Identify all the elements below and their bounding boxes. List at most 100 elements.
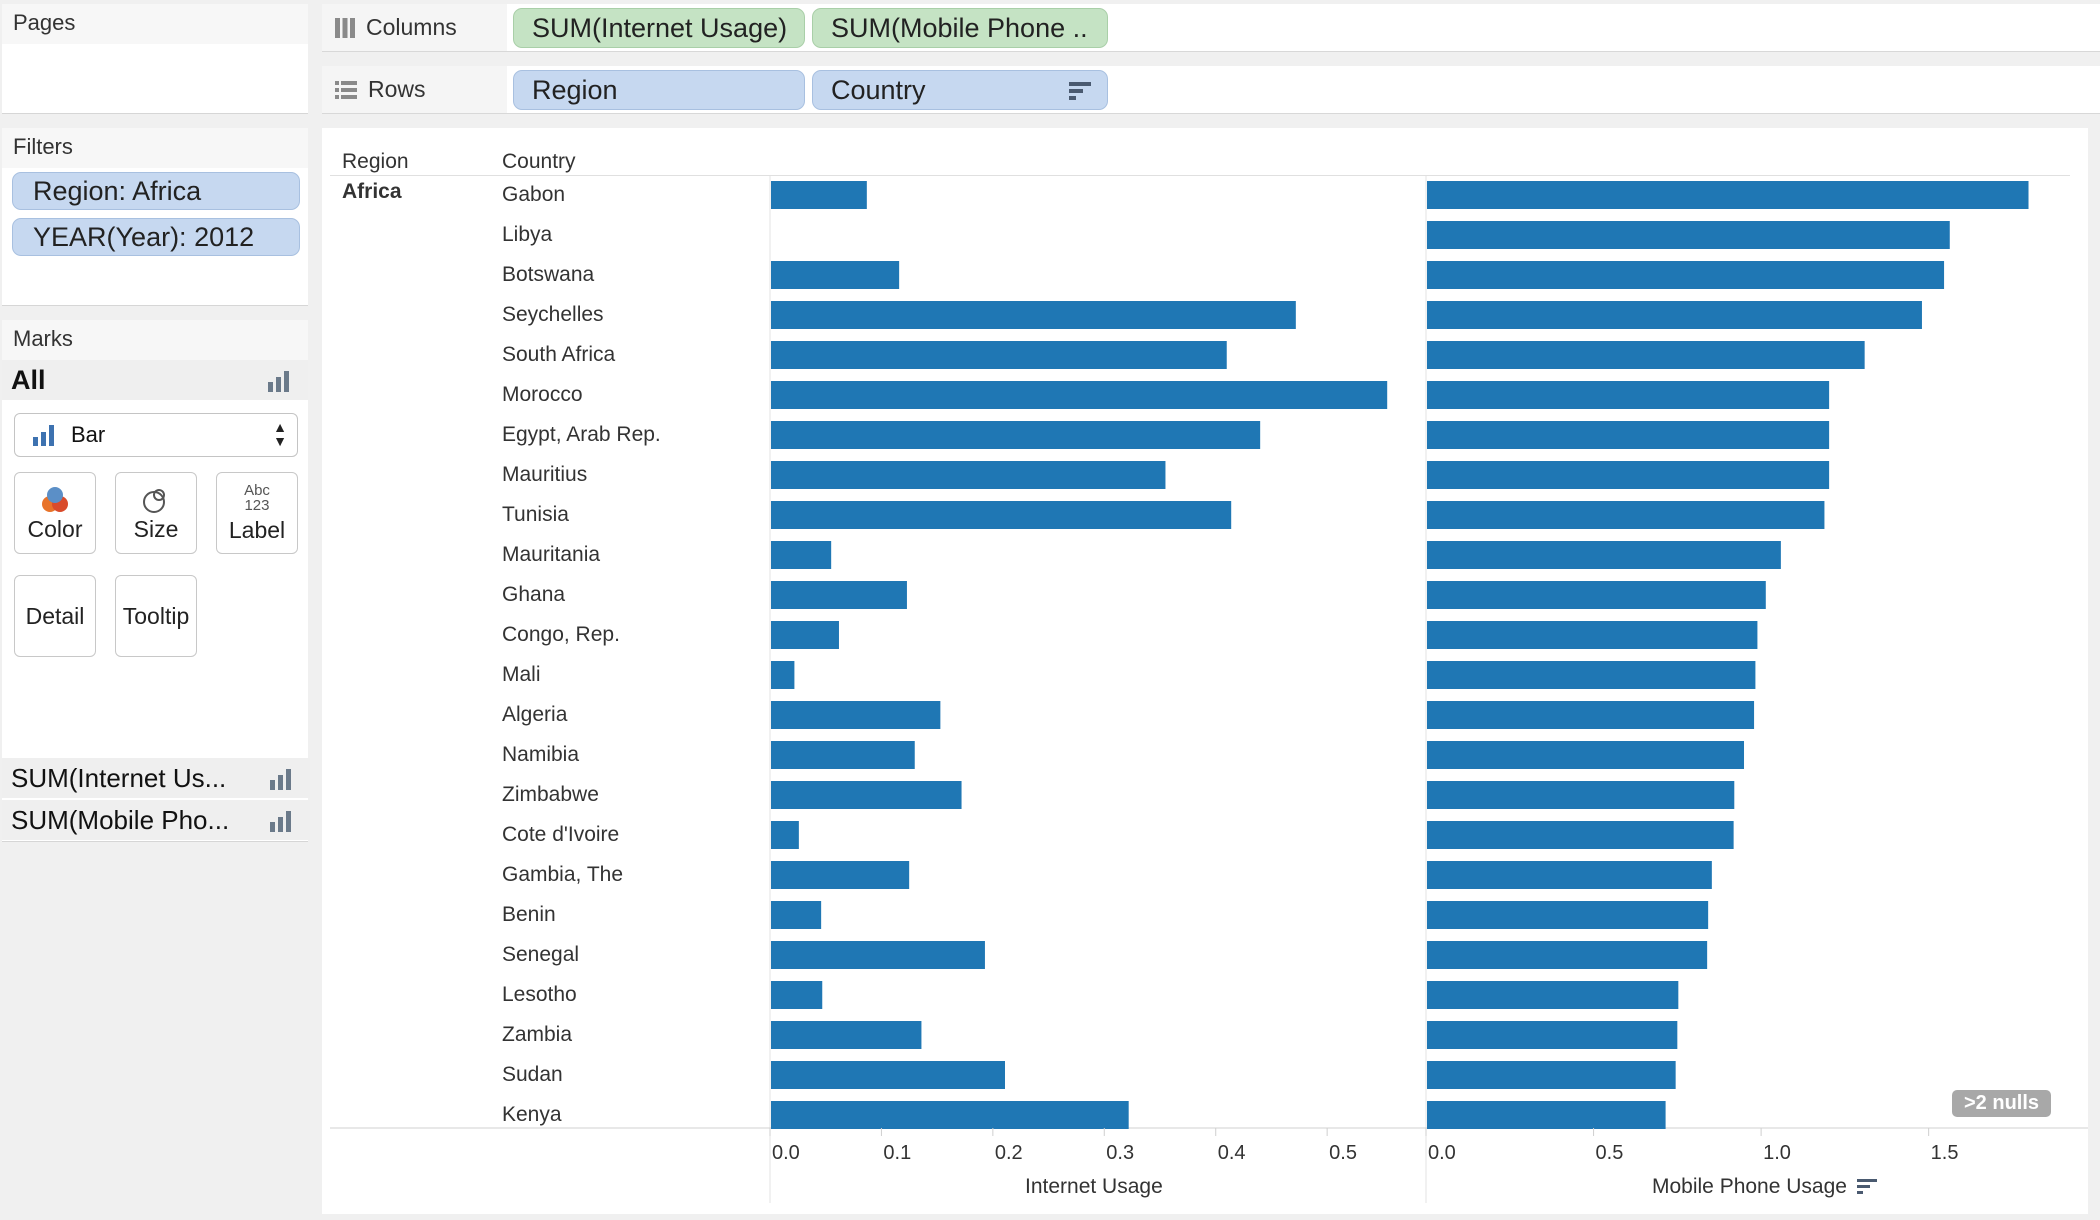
bar-internet-mali[interactable]	[771, 661, 795, 689]
tick-label: 0.0	[772, 1142, 800, 1164]
rows-pill-country-label: Country	[831, 74, 926, 105]
bar-mobile-zimbabwe[interactable]	[1427, 781, 1735, 809]
country-label: Zambia	[502, 1023, 573, 1046]
bar-internet-egypt-arab-rep-[interactable]	[771, 421, 1261, 449]
columns-shelf[interactable]: Columns SUM(Internet Usage) SUM(Mobile P…	[322, 4, 2100, 52]
bar-mobile-tunisia[interactable]	[1427, 501, 1825, 529]
country-label: Gabon	[502, 183, 566, 206]
bar-internet-algeria[interactable]	[771, 701, 941, 729]
rows-pill-region[interactable]: Region	[513, 70, 805, 110]
bar-internet-ghana[interactable]	[771, 581, 907, 609]
bar-internet-seychelles[interactable]	[771, 301, 1296, 329]
rows-shelf-label: Rows	[322, 66, 507, 113]
bar-mobile-lesotho[interactable]	[1427, 981, 1679, 1009]
color-icon	[42, 486, 68, 512]
country-label: Kenya	[502, 1103, 562, 1126]
filters-title: Filters	[2, 128, 308, 168]
measure-internet-label: SUM(Internet Us...	[11, 762, 227, 793]
rows-label-text: Rows	[368, 76, 426, 102]
country-label: Botswana	[502, 263, 595, 286]
bar-internet-zimbabwe[interactable]	[771, 781, 962, 809]
bar-internet-cote-d-ivoire[interactable]	[771, 821, 799, 849]
bar-mobile-south-africa[interactable]	[1427, 341, 1865, 369]
color-button[interactable]: Color	[14, 472, 96, 554]
country-label: Senegal	[502, 943, 580, 966]
tick-label: 1.5	[1930, 1142, 1959, 1164]
bar-internet-senegal[interactable]	[771, 941, 985, 969]
size-button[interactable]: Size	[115, 472, 197, 554]
measure-internet-usage[interactable]: SUM(Internet Us...	[2, 758, 310, 798]
bar-internet-botswana[interactable]	[771, 261, 900, 289]
bar-mobile-gabon[interactable]	[1427, 181, 2029, 209]
bar-internet-lesotho[interactable]	[771, 981, 823, 1009]
detail-button[interactable]: Detail	[14, 575, 96, 657]
measure-mobile-phone-usage[interactable]: SUM(Mobile Pho...	[2, 800, 310, 840]
bar-internet-south-africa[interactable]	[771, 341, 1227, 369]
bar-mobile-benin[interactable]	[1427, 901, 1709, 929]
rows-shelf[interactable]: Rows Region Country	[322, 66, 2100, 114]
columns-pill-mobile-phone[interactable]: SUM(Mobile Phone ..	[812, 8, 1108, 48]
bar-internet-kenya[interactable]	[771, 1101, 1129, 1129]
bar-internet-morocco[interactable]	[771, 381, 1388, 409]
tick-label: 0.3	[1106, 1142, 1135, 1164]
tick-label: 0.2	[994, 1142, 1023, 1164]
country-label: Morocco	[502, 383, 583, 406]
country-label: Lesotho	[502, 983, 577, 1006]
country-label: Egypt, Arab Rep.	[502, 423, 661, 446]
columns-pill-internet-usage[interactable]: SUM(Internet Usage)	[513, 8, 805, 48]
bar-mobile-egypt-arab-rep-[interactable]	[1427, 421, 1830, 449]
tick-label: 0.0	[1428, 1142, 1456, 1164]
mark-type-dropdown[interactable]: Bar ▲ ▼	[14, 413, 298, 457]
bar-mobile-gambia-the[interactable]	[1427, 861, 1712, 889]
nulls-indicator[interactable]: >2 nulls	[1952, 1090, 2052, 1117]
bar-mobile-senegal[interactable]	[1427, 941, 1708, 969]
bar-mobile-namibia[interactable]	[1427, 741, 1745, 769]
bar-mobile-libya[interactable]	[1427, 221, 1950, 249]
measure-mobile-label: SUM(Mobile Pho...	[11, 804, 230, 835]
columns-label-text: Columns	[366, 14, 457, 40]
bar-mobile-zambia[interactable]	[1427, 1021, 1678, 1049]
internet-usage-axis-title: Internet Usage	[1025, 1175, 1163, 1198]
filter-pill-region[interactable]: Region: Africa	[12, 172, 300, 210]
marks-card: Marks All Bar ▲ ▼ Color Size Abc 123 L	[2, 320, 310, 842]
bar-internet-namibia[interactable]	[771, 741, 915, 769]
bar-mobile-mali[interactable]	[1427, 661, 1756, 689]
bar-chart-icon	[270, 768, 296, 790]
country-label: Algeria	[502, 703, 568, 726]
country-label: Mali	[502, 663, 541, 686]
bar-mobile-mauritius[interactable]	[1427, 461, 1830, 489]
columns-icon	[335, 17, 355, 38]
bar-internet-zambia[interactable]	[771, 1021, 922, 1049]
bar-internet-mauritania[interactable]	[771, 541, 832, 569]
bar-mobile-congo-rep-[interactable]	[1427, 621, 1758, 649]
country-label: Tunisia	[502, 503, 569, 526]
bar-mobile-mauritania[interactable]	[1427, 541, 1781, 569]
bar-mobile-botswana[interactable]	[1427, 261, 1945, 289]
bar-internet-sudan[interactable]	[771, 1061, 1005, 1089]
bar-mobile-algeria[interactable]	[1427, 701, 1755, 729]
filter-pill-year[interactable]: YEAR(Year): 2012	[12, 218, 300, 256]
bar-internet-gabon[interactable]	[771, 181, 867, 209]
bars-group	[769, 181, 2029, 1136]
region-header: Region	[342, 150, 409, 173]
bar-mobile-morocco[interactable]	[1427, 381, 1830, 409]
country-label: Gambia, The	[502, 863, 624, 886]
bar-internet-mauritius[interactable]	[771, 461, 1166, 489]
bar-internet-gambia-the[interactable]	[771, 861, 910, 889]
bar-internet-benin[interactable]	[771, 901, 822, 929]
sort-descending-icon[interactable]	[1856, 1178, 1877, 1196]
bar-mobile-ghana[interactable]	[1427, 581, 1766, 609]
tick-label: 0.1	[883, 1142, 912, 1164]
marks-all-row[interactable]: All	[2, 360, 308, 400]
marks-all-label: All	[11, 364, 46, 395]
bar-mobile-cote-d-ivoire[interactable]	[1427, 821, 1734, 849]
bar-internet-congo-rep-[interactable]	[771, 621, 839, 649]
bar-mobile-kenya[interactable]	[1427, 1101, 1666, 1129]
bar-internet-tunisia[interactable]	[771, 501, 1232, 529]
bar-mobile-sudan[interactable]	[1427, 1061, 1676, 1089]
tooltip-button[interactable]: Tooltip	[115, 575, 197, 657]
rows-pill-country[interactable]: Country	[812, 70, 1108, 110]
label-icon: Abc 123	[244, 483, 270, 513]
label-button[interactable]: Abc 123 Label	[216, 472, 298, 554]
bar-mobile-seychelles[interactable]	[1427, 301, 1922, 329]
